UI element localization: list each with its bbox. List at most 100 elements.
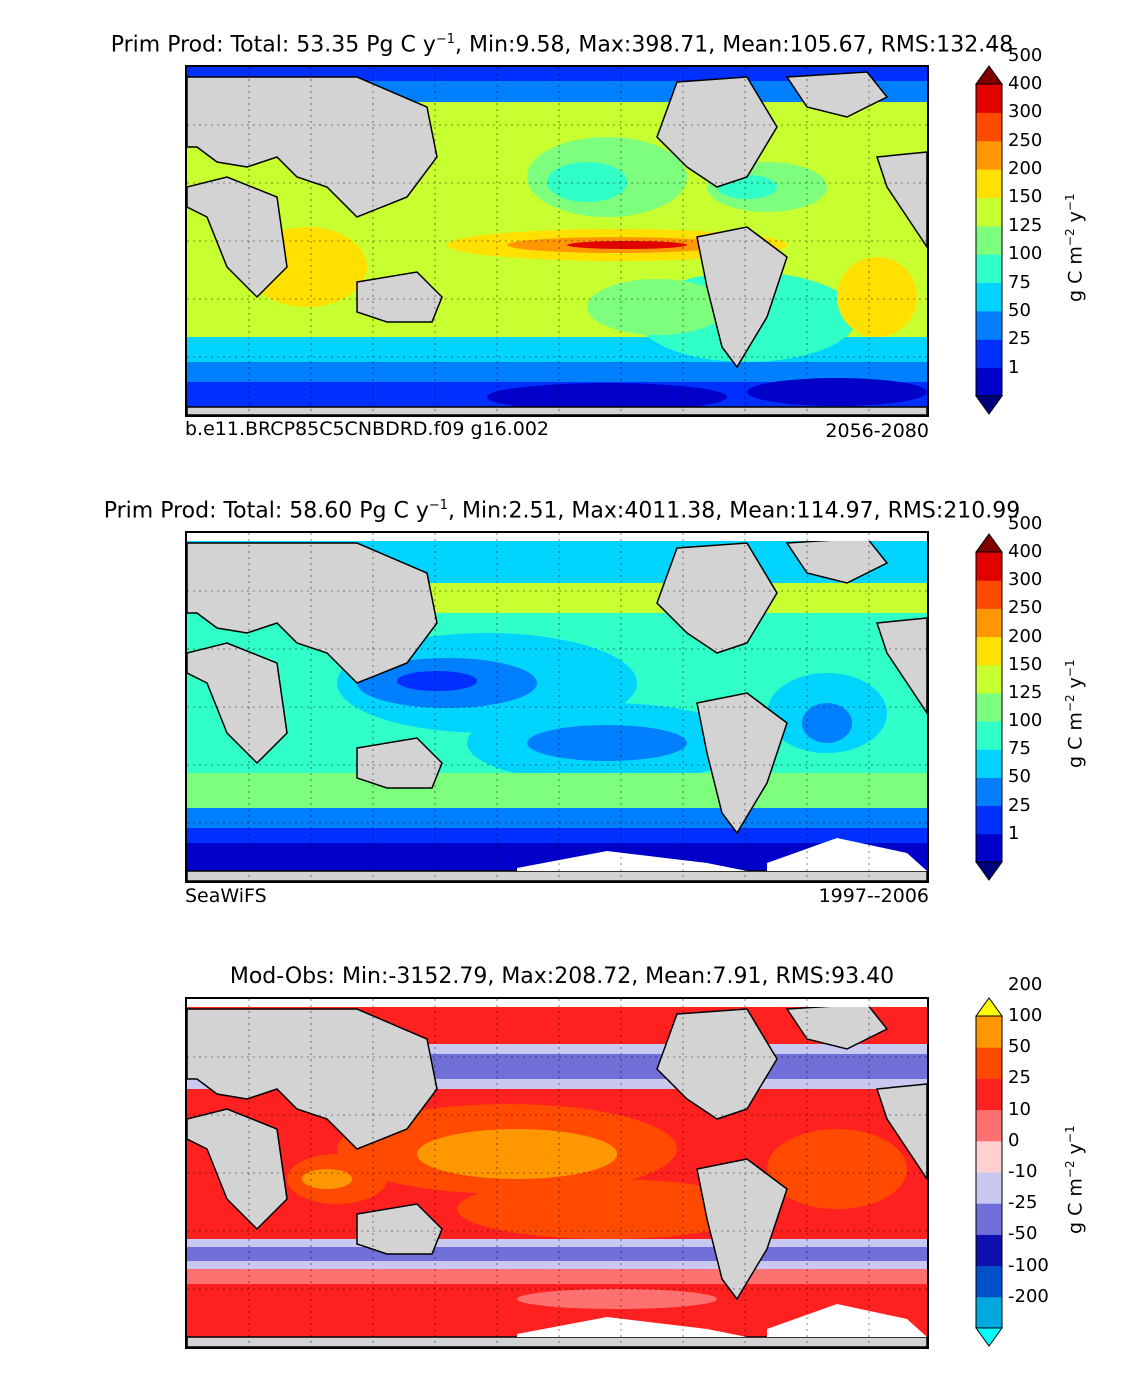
colorbar-segment	[976, 1109, 1002, 1142]
caption-source: SeaWiFS	[185, 885, 267, 907]
colorbar-segment	[976, 1016, 1002, 1048]
colorbar-segment	[976, 367, 1002, 397]
colorbar-tick-label: 150	[1008, 186, 1043, 208]
graticule	[187, 67, 927, 415]
land-masses	[187, 537, 927, 881]
map-frame	[185, 65, 929, 417]
land-masses	[187, 1003, 927, 1347]
caption-period: 2056-2080	[825, 420, 929, 442]
colorbar-tick-label: 50	[1008, 766, 1031, 788]
panel-title: Mod-Obs: Min:-3152.79, Max:208.72, Mean:…	[229, 964, 895, 989]
map-frame	[185, 531, 929, 883]
colorbar	[975, 65, 1003, 415]
map-frame	[185, 997, 929, 1349]
colorbar-tick-label: 500	[1008, 44, 1043, 66]
colorbar-tick-label: 100	[1008, 1005, 1043, 1026]
colorbar-segment	[976, 833, 1002, 863]
colorbar-segment	[976, 777, 1002, 807]
colorbar-segment	[976, 721, 1002, 750]
colorbar-tick-label: 125	[1008, 214, 1043, 236]
colorbar-tick-label: 150	[1008, 653, 1043, 675]
colorbar-segment	[976, 84, 1002, 113]
map-model	[187, 67, 927, 415]
colorbar-segment	[976, 254, 1002, 284]
colorbar-extend-min	[975, 395, 1003, 415]
colorbar-tick-label: 25	[1008, 328, 1031, 350]
colorbar-segment	[976, 1172, 1002, 1204]
colorbar-segment	[976, 197, 1002, 227]
colorbar-tick-label: 250	[1008, 129, 1043, 151]
caption-run-id: b.e11.BRCP85C5CNBDRD.f09 g16.002	[185, 418, 550, 440]
colorbar-tick-label: 100	[1008, 243, 1043, 265]
colorbar-unit: g C m−2 y−1	[1063, 1125, 1087, 1234]
colorbar-tick-label: -200	[1008, 1285, 1049, 1307]
colorbar-tick-label: 200	[1008, 625, 1043, 647]
caption-period: 1997--2006	[818, 885, 929, 907]
colorbar-segment	[976, 1265, 1002, 1298]
colorbar-segment	[976, 692, 1002, 722]
colorbar-segment	[976, 1078, 1002, 1111]
colorbar-tick-label: 300	[1008, 569, 1043, 591]
colorbar-segment	[976, 112, 1002, 142]
colorbar-tick-label: -25	[1008, 1192, 1038, 1214]
land-masses	[187, 71, 927, 415]
map-mod-obs	[187, 999, 927, 1347]
colorbar-tick-label: 300	[1008, 101, 1043, 123]
colorbar	[975, 533, 1003, 881]
colorbar-unit: g C m−2 y−1	[1063, 193, 1087, 302]
colorbar-segment	[976, 580, 1002, 609]
colorbar-segment	[976, 636, 1002, 666]
colorbar-extend-max	[975, 533, 1003, 553]
graticule	[187, 999, 927, 1347]
colorbar-extend-max	[975, 997, 1003, 1017]
colorbar-tick-label: 250	[1008, 597, 1043, 619]
colorbar-segment	[976, 1234, 1002, 1267]
graticule	[187, 533, 927, 881]
colorbar-tick-label: 200	[1008, 158, 1043, 180]
colorbar-segment	[976, 749, 1002, 778]
colorbar-tick-label: 400	[1008, 73, 1043, 94]
colorbar-unit: g C m−2 y−1	[1063, 659, 1087, 768]
colorbar-tick-label: 50	[1008, 1036, 1031, 1058]
colorbar-segment	[976, 282, 1002, 312]
colorbar-segment	[976, 608, 1002, 638]
colorbar-segment	[976, 1203, 1002, 1235]
colorbar-tick-label: 1	[1008, 356, 1020, 378]
colorbar-tick-label: 0	[1008, 1129, 1020, 1151]
colorbar-tick-label: 75	[1008, 271, 1031, 293]
colorbar-tick-label: 400	[1008, 541, 1043, 562]
no-data-regions	[187, 999, 927, 1337]
colorbar-tick-label: 1	[1008, 822, 1020, 844]
colorbar-segment	[976, 1296, 1002, 1329]
map-seawifs	[187, 533, 927, 881]
colorbar-extend-max	[975, 65, 1003, 85]
colorbar-segment	[976, 1140, 1002, 1173]
colorbar-extend-min	[975, 861, 1003, 881]
colorbar-tick-label: -50	[1008, 1223, 1038, 1245]
colorbar-segment	[976, 339, 1002, 369]
colorbar-tick-label: 25	[1008, 1067, 1031, 1089]
colorbar-segment	[976, 169, 1002, 198]
colorbar-swatches	[975, 65, 1003, 415]
panel-title: Prim Prod: Total: 58.60 Pg C y−1, Min:2.…	[103, 498, 1021, 524]
colorbar-segment	[976, 552, 1002, 581]
colorbar-frame	[975, 551, 1003, 863]
colorbar-tick-label: 100	[1008, 710, 1043, 732]
panel-title: Prim Prod: Total: 53.35 Pg C y−1, Min:9.…	[110, 32, 1014, 58]
colorbar-segment	[976, 664, 1002, 694]
colorbar-tick-label: 75	[1008, 738, 1031, 760]
colorbar-segment	[976, 225, 1002, 255]
colorbar-frame	[975, 1015, 1003, 1329]
colorbar-tick-label: 25	[1008, 794, 1031, 816]
colorbar-extend-min	[975, 1327, 1003, 1347]
colorbar-segment	[976, 805, 1002, 835]
colorbar-segment	[976, 1047, 1002, 1079]
colorbar-tick-label: -100	[1008, 1254, 1049, 1276]
colorbar-swatches	[975, 533, 1003, 881]
colorbar-tick-label: 50	[1008, 299, 1031, 321]
colorbar-frame	[975, 83, 1003, 397]
colorbar	[975, 997, 1003, 1347]
colorbar-tick-label: -10	[1008, 1161, 1038, 1182]
no-data-regions	[187, 533, 927, 871]
colorbar-swatches	[975, 997, 1003, 1347]
